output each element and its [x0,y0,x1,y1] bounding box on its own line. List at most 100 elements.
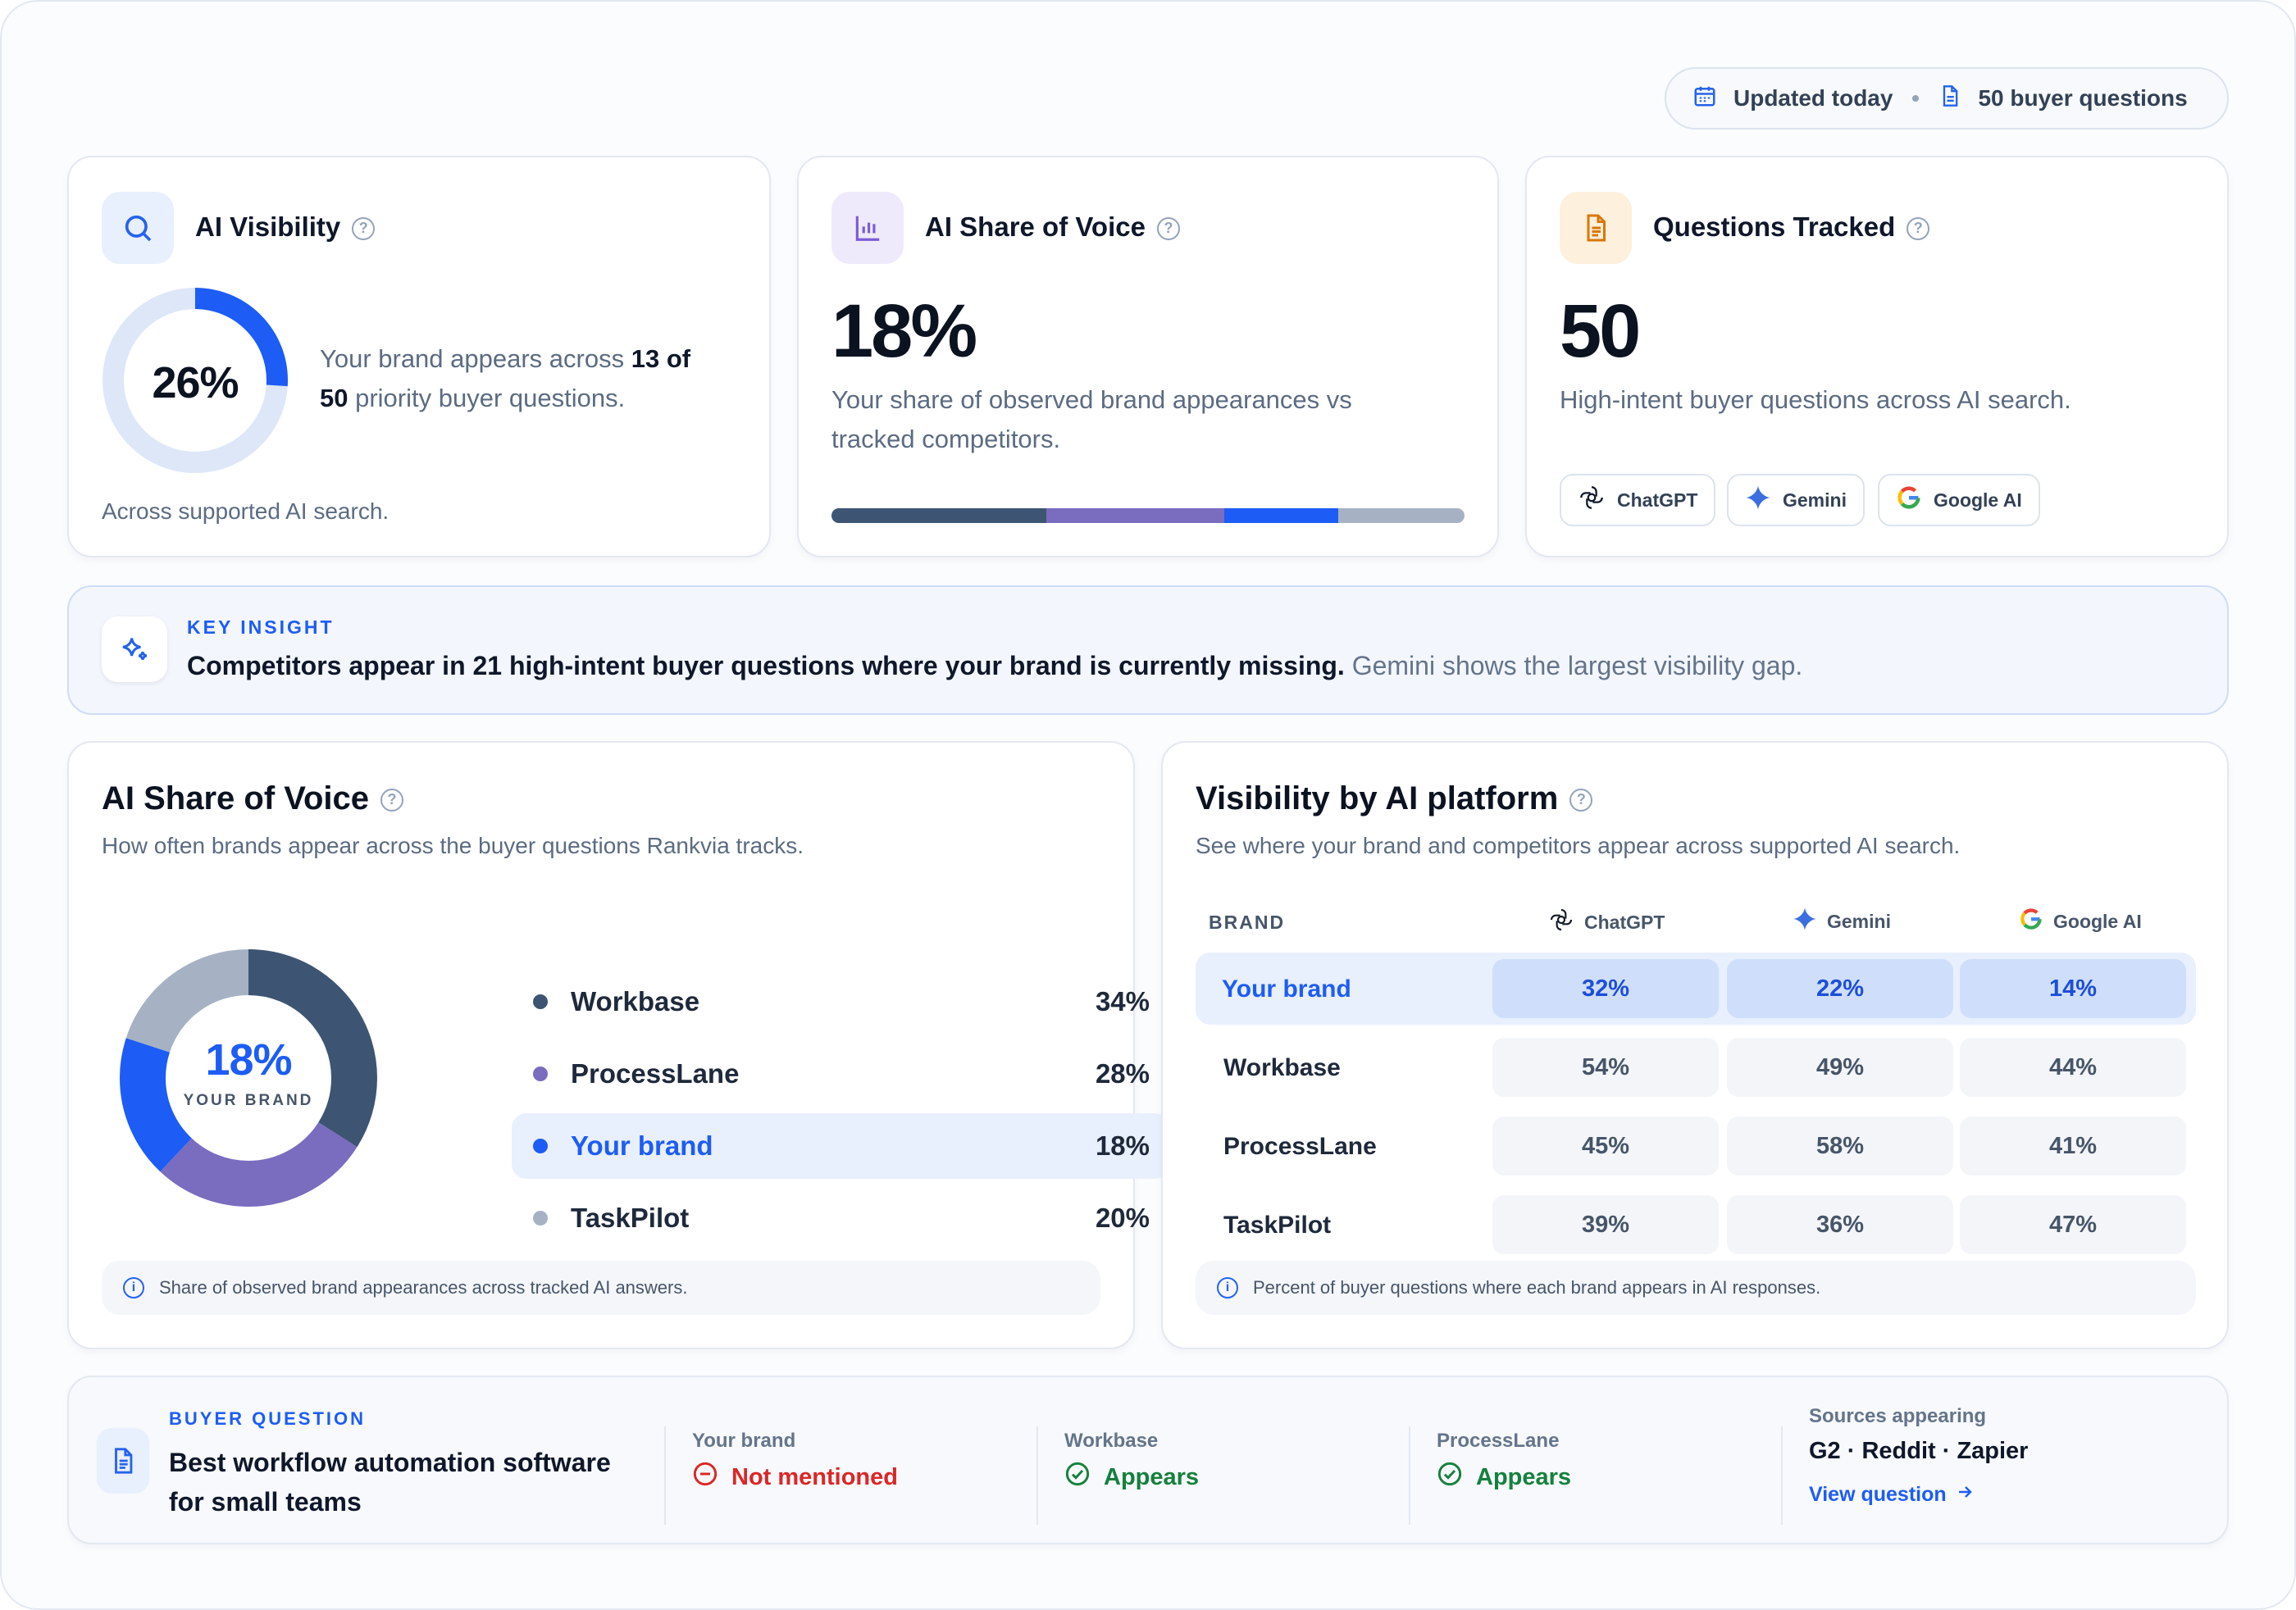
share-bar-segment [1046,508,1224,523]
platform-chip-chatgpt: ChatGPT [1560,474,1716,526]
table-cell: 22% [1727,959,1953,1018]
legend-percent: 34% [1095,986,1150,1016]
view-question-link[interactable]: View question [1809,1482,1975,1508]
chatgpt-icon [1548,907,1574,938]
share-bar-segment [1223,508,1338,523]
status-appears: Appears [1064,1461,1199,1494]
questions-count: 50 [1560,289,1641,373]
insight-text: Competitors appear in 21 high-intent buy… [187,651,1803,680]
divider [1781,1426,1783,1525]
table-cell: 58% [1727,1117,1953,1176]
donut-center-value: 18% [205,1035,292,1085]
donut-center-label: YOUR BRAND [183,1092,314,1109]
legend-row-workbase[interactable]: Workbase 34% [512,969,1169,1035]
info-icon: i [123,1277,144,1298]
help-icon[interactable]: ? [1569,789,1593,812]
status-brand-label: Your brand [692,1430,796,1452]
questions-card-title: Questions Tracked? [1653,211,1930,243]
gemini-icon [1745,484,1771,516]
help-icon[interactable]: ? [1906,217,1930,241]
column-header-google-ai: Google AI [2019,907,2142,936]
info-icon: i [1217,1277,1238,1298]
divider [664,1426,666,1525]
document-icon [97,1428,149,1494]
table-row-brand: TaskPilot [1223,1212,1332,1239]
help-icon[interactable]: ? [1156,217,1180,241]
legend-percent: 20% [1095,1203,1150,1233]
questions-description: High-intent buyer questions across AI se… [1560,385,2071,414]
table-cell: 14% [1960,959,2186,1018]
table-row-brand: Your brand [1222,976,1351,1003]
share-description: Your share of observed brand appearances… [831,385,1352,453]
legend-brand: TaskPilot [571,1203,690,1233]
divider [1409,1426,1410,1525]
share-section-note: i Share of observed brand appearances ac… [102,1261,1100,1315]
legend-row-taskpilot[interactable]: TaskPilot 20% [512,1185,1169,1251]
share-percent: 18% [831,289,977,373]
legend-dot [533,994,548,1009]
visibility-ring-arc [102,288,288,473]
platform-section-note: i Percent of buyer questions where each … [1196,1261,2196,1315]
column-header-brand: BRAND [1209,912,1286,933]
divider [1036,1426,1038,1525]
legend-brand: ProcessLane [571,1058,740,1089]
questions-tracked-card: Questions Tracked? 50 High-intent buyer … [1525,156,2229,557]
update-status-pill: Updated today 50 buyer questions [1665,67,2229,130]
help-icon[interactable]: ? [380,789,404,812]
share-bar-segment [831,508,1047,523]
document-icon [1938,84,1961,114]
donut-slice-processlane [120,949,377,1207]
column-header-gemini: Gemini [1793,907,1891,936]
legend-row-processlane[interactable]: ProcessLane 28% [512,1041,1169,1107]
google-icon [1896,484,1922,516]
legend-brand: Your brand [571,1130,713,1161]
minus-circle-icon [692,1461,718,1494]
donut-slice-taskpilot [120,949,377,1207]
share-of-voice-section: AI Share of Voice? How often brands appe… [67,741,1169,1349]
share-card-title: AI Share of Voice? [925,211,1180,243]
visibility-by-platform-section: Visibility by AI platform? See where you… [1161,741,2229,1349]
sparkle-icon [102,616,167,682]
share-of-voice-card: AI Share of Voice? 18% Your share of obs… [797,156,1499,557]
legend-row-your-brand[interactable]: Your brand 18% [512,1113,1169,1179]
table-cell: 32% [1492,959,1719,1018]
key-insight-banner: KEY INSIGHT Competitors appear in 21 hig… [67,585,2229,715]
legend-percent: 18% [1095,1130,1150,1161]
table-row-brand: ProcessLane [1223,1133,1377,1160]
updated-label: Updated today [1733,85,1893,111]
insight-label: KEY INSIGHT [187,616,335,638]
platform-chip-google-ai: Google AI [1878,474,2040,526]
status-appears: Appears [1437,1461,1571,1494]
calendar-icon [1692,84,1717,114]
file-icon [1560,192,1632,264]
visibility-percent: 26% [152,358,239,407]
platform-section-subtitle: See where your brand and competitors app… [1196,833,1961,858]
questions-count-label: 50 buyer questions [1978,85,2188,111]
chatgpt-icon [1578,484,1606,516]
table-cell: 49% [1727,1038,1953,1097]
status-brand-label: Workbase [1064,1430,1159,1452]
gemini-icon [1793,907,1817,936]
sources-list: G2 · Reddit · Zapier [1809,1438,2029,1464]
status-brand-label: ProcessLane [1437,1430,1560,1452]
table-cell: 36% [1727,1195,1953,1254]
help-icon[interactable]: ? [352,217,376,241]
share-stacked-bar [831,508,1465,523]
donut-slice-your-brand [120,949,377,1207]
buyer-question-text: Best workflow automation software for sma… [169,1448,611,1517]
legend-dot [533,1139,548,1153]
sources-label: Sources appearing [1809,1405,1987,1427]
legend-dot [533,1067,548,1081]
platform-chip-gemini: Gemini [1727,474,1865,526]
share-section-title: AI Share of Voice? [102,780,404,817]
table-cell: 41% [1960,1117,2186,1176]
buyer-question-label: BUYER QUESTION [169,1408,367,1429]
legend-brand: Workbase [571,986,700,1016]
search-icon [102,192,174,264]
arrow-right-icon [1955,1482,1975,1508]
legend-percent: 28% [1095,1058,1150,1089]
check-circle-icon [1064,1461,1091,1494]
visibility-footer: Across supported AI search. [102,498,390,524]
table-cell: 54% [1492,1038,1719,1097]
visibility-ring [102,288,288,473]
